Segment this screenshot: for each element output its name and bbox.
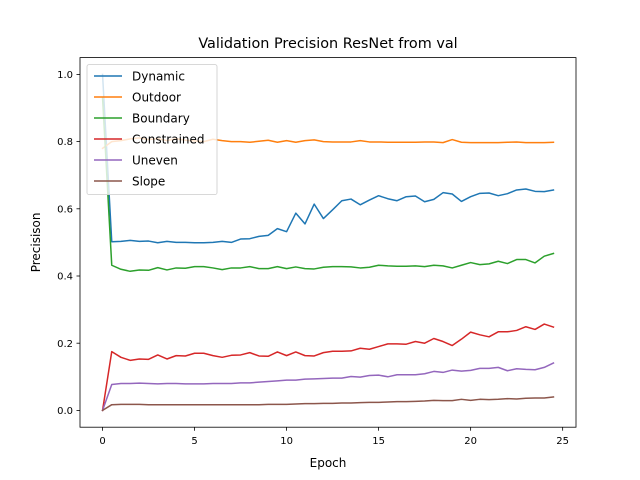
legend-label-slope: Slope: [132, 175, 165, 189]
legend: Dynamic Outdoor Boundary Constrained Uneven S…: [86, 64, 218, 195]
legend-label-boundary: Boundary: [132, 112, 190, 126]
x-tick-label: 25: [556, 436, 569, 447]
y-tick-label: 0.0: [57, 406, 73, 417]
series-line-constrained: [101, 323, 555, 412]
legend-label-dynamic: Dynamic: [132, 70, 185, 84]
x-tick-label: 20: [464, 436, 477, 447]
y-tick-label: 1.0: [57, 70, 73, 81]
x-axis-label: Epoch: [310, 456, 347, 470]
plot-frame: [79, 57, 577, 428]
series-line-boundary: [101, 97, 555, 273]
legend-label-uneven: Uneven: [132, 154, 178, 168]
x-tick-label: 0: [99, 436, 105, 447]
y-tick-label: 0.4: [57, 272, 73, 283]
legend-label-constrained: Constrained: [132, 133, 205, 147]
x-tick-label: 15: [372, 436, 385, 447]
series-line-dynamic: [101, 73, 555, 244]
legend-label-outdoor: Outdoor: [132, 91, 181, 105]
y-axis-label: Precisison: [29, 213, 43, 273]
x-tick-label: 10: [280, 436, 293, 447]
series-line-slope: [101, 396, 555, 412]
series-line-uneven: [101, 362, 555, 412]
axis-ticks: 0 5 10 15 20 25 0.0 0.2 0.4 0.6 0.8 1.0: [57, 70, 569, 447]
y-tick-label: 0.8: [57, 137, 73, 148]
y-tick-label: 0.6: [57, 204, 73, 215]
x-tick-label: 5: [191, 436, 197, 447]
chart-title: Validation Precision ResNet from val: [198, 36, 457, 52]
y-tick-label: 0.2: [57, 339, 73, 350]
